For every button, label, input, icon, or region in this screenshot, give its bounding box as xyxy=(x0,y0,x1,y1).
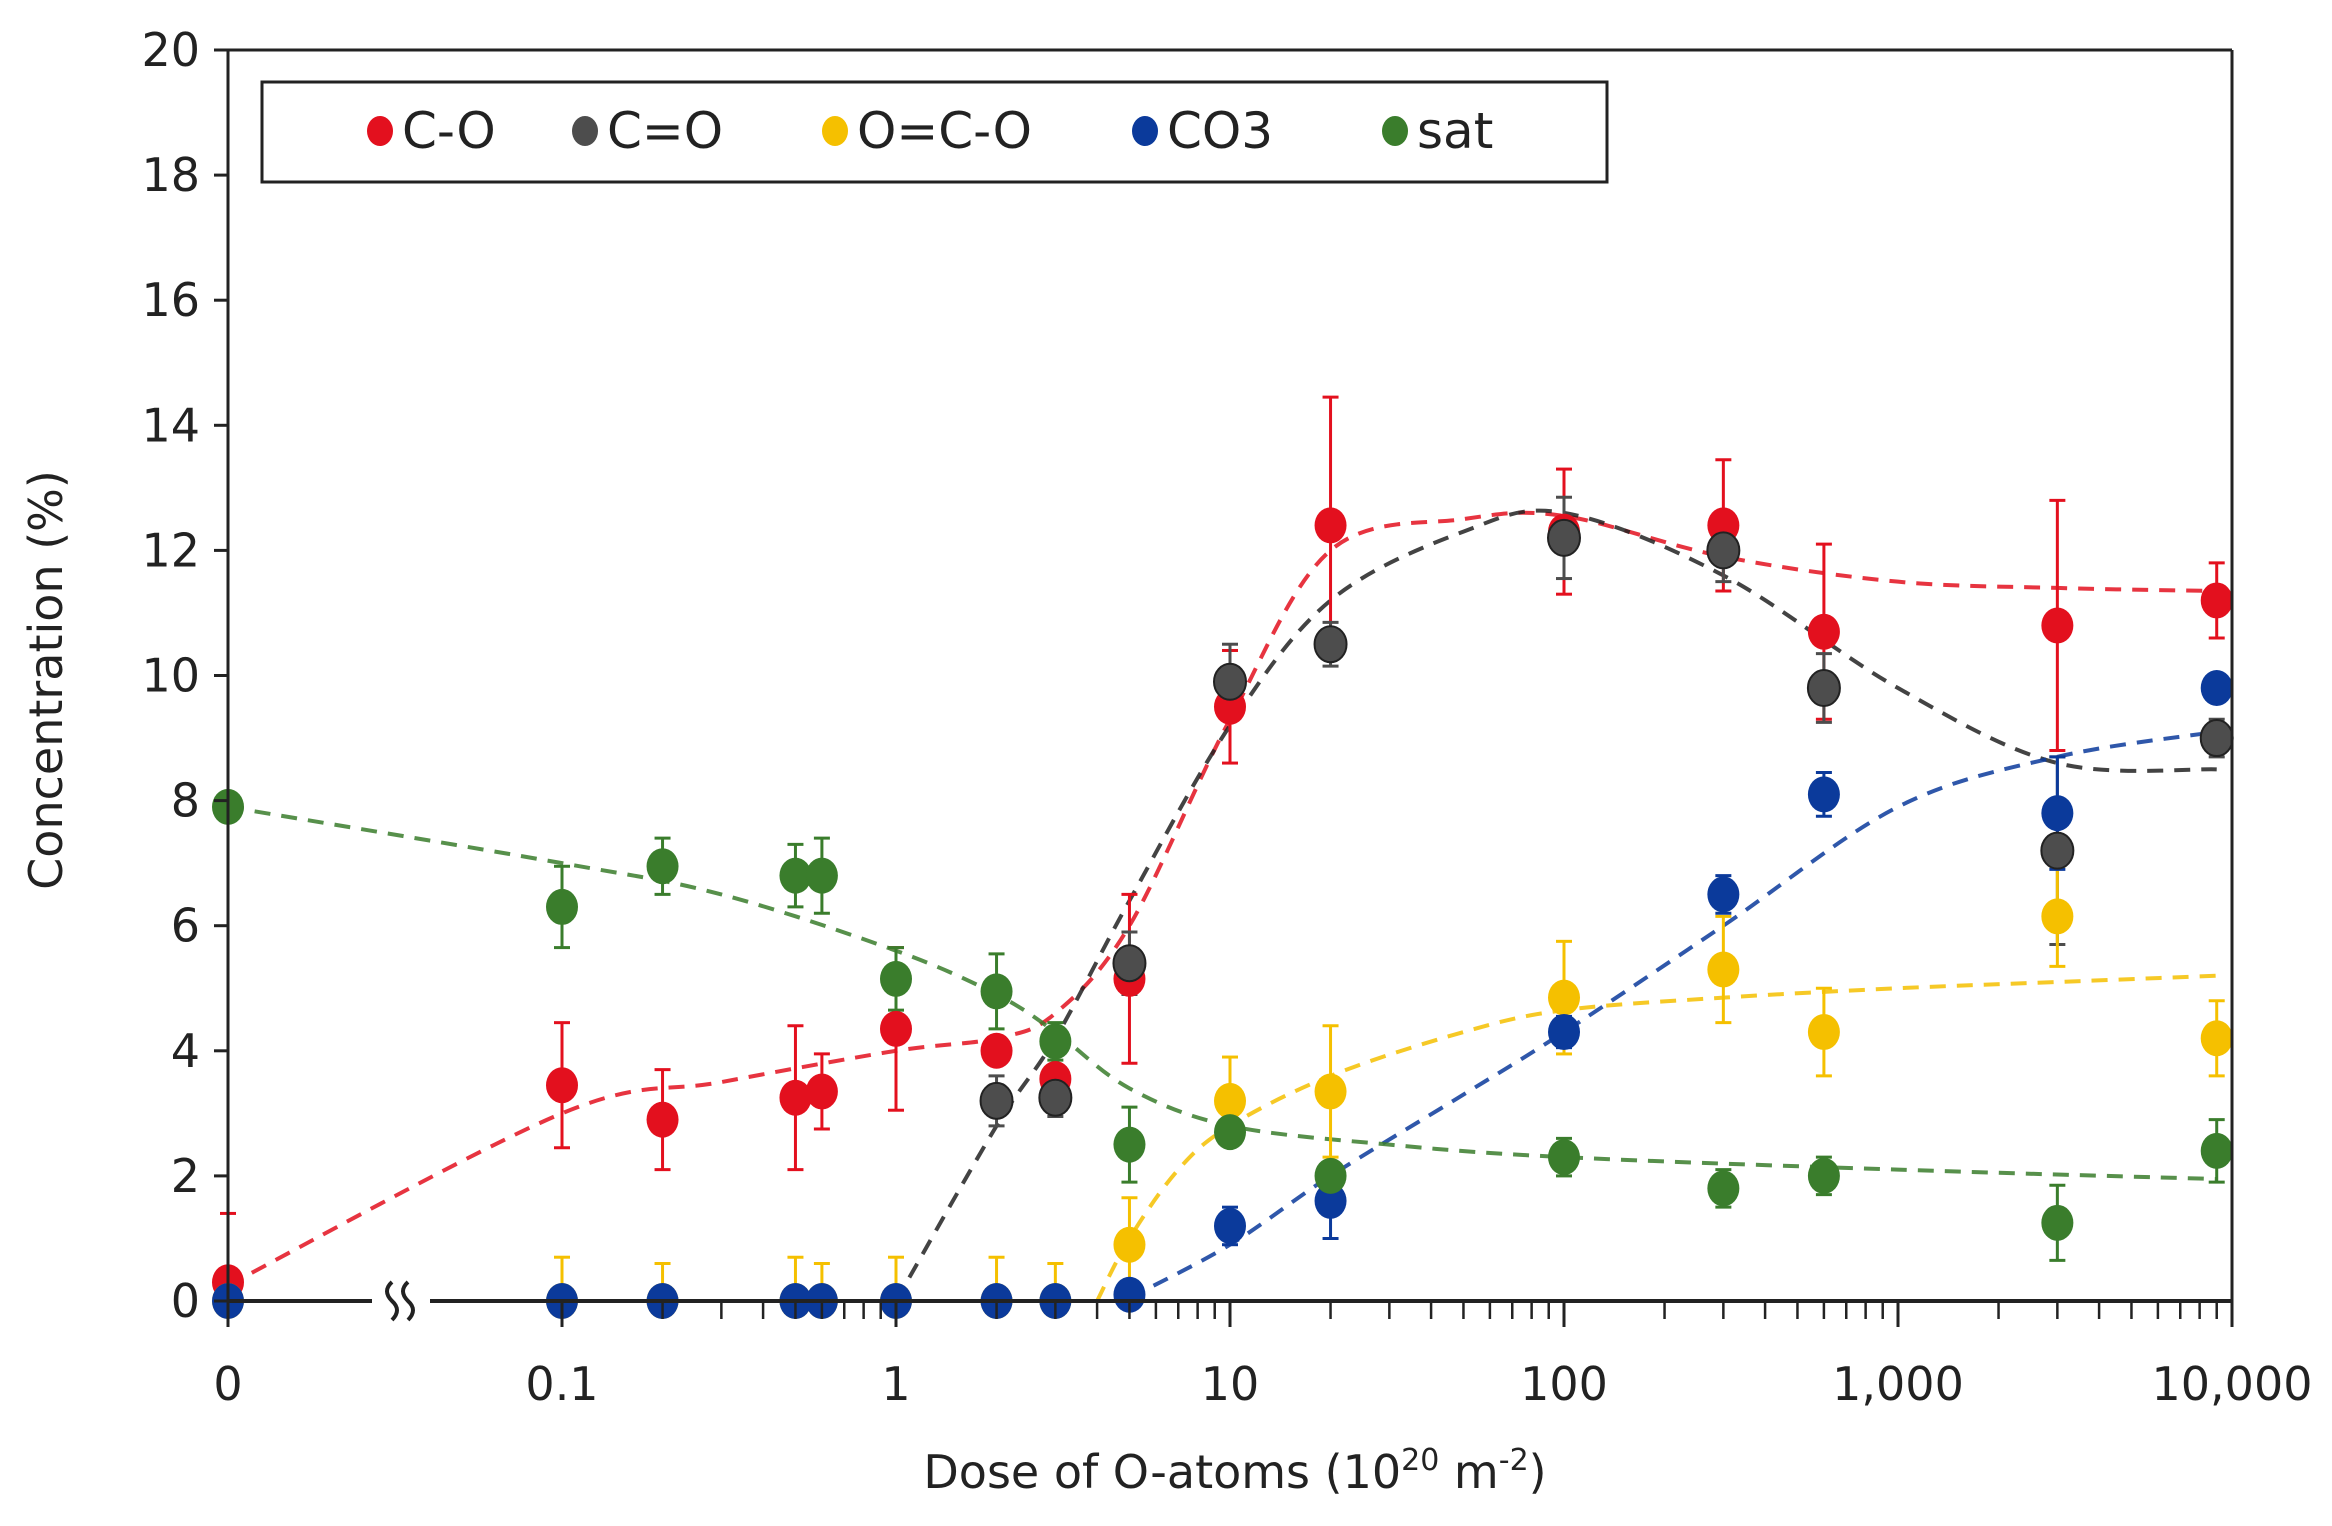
fit-line-co3 xyxy=(1128,729,2218,1300)
legend-marker-sat xyxy=(1382,116,1408,146)
data-point-sat xyxy=(1214,1114,1246,1151)
axis-break-icon xyxy=(385,1280,415,1322)
data-point-sat xyxy=(1039,1023,1072,1060)
x-tick-label: 1,000 xyxy=(1832,1357,1964,1411)
data-points xyxy=(212,507,2234,1319)
data-point-co3 xyxy=(2041,795,2074,832)
x-tick-label: 0 xyxy=(213,1357,242,1411)
data-point-c-o xyxy=(2200,582,2233,619)
data-point-sat xyxy=(805,857,838,894)
data-point-co3 xyxy=(1214,1207,1246,1244)
y-tick-label: 10 xyxy=(141,649,200,703)
legend-label-o-c-o: O=C-O xyxy=(857,102,1032,160)
data-point-sat xyxy=(646,848,679,885)
data-point-c-o xyxy=(2041,607,2074,644)
y-tick-label: 16 xyxy=(141,273,200,327)
legend: C-O C=O O=C-O CO3 sat xyxy=(260,80,1609,184)
x-tick-label: 1 xyxy=(881,1357,910,1411)
y-tick-label: 0 xyxy=(171,1274,200,1328)
legend-label-c-o: C-O xyxy=(402,102,496,160)
data-point-c-o xyxy=(979,1081,1014,1120)
data-point-c-o xyxy=(546,1067,578,1104)
legend-label-sat: sat xyxy=(1417,102,1493,160)
data-point-sat xyxy=(2041,1204,2074,1241)
data-point-co3 xyxy=(1707,876,1740,913)
y-tick-label: 4 xyxy=(171,1024,200,1078)
data-point-sat xyxy=(880,960,912,997)
data-point-c-o xyxy=(1706,531,1741,570)
x-tick-label: 100 xyxy=(1520,1357,1608,1411)
data-point-co3 xyxy=(1113,1276,1146,1313)
fit-line-c-o xyxy=(894,508,2217,1302)
data-point-sat xyxy=(779,857,812,894)
data-point-co3 xyxy=(1314,1182,1347,1219)
data-point-c-o xyxy=(1547,518,1581,557)
y-tick-label: 6 xyxy=(171,899,200,953)
data-point-co3 xyxy=(1548,1014,1580,1051)
data-point-c-o xyxy=(2199,719,2234,758)
data-point-c-o xyxy=(646,1101,679,1138)
y-tick-label: 14 xyxy=(141,398,200,452)
x-ticks: 0 0.1 1 10 100 1,000 10,000 xyxy=(213,1301,2312,1411)
data-point-c-o xyxy=(1806,669,1841,708)
data-point-sat xyxy=(546,888,578,925)
y-tick-label: 2 xyxy=(171,1149,200,1203)
x-axis-title: Dose of O-atoms (1020 m-2) xyxy=(923,1443,1546,1499)
data-point-sat xyxy=(2200,1132,2233,1169)
data-point-sat xyxy=(1707,1170,1740,1207)
y-tick-label: 8 xyxy=(171,774,200,828)
y-tick-label: 12 xyxy=(141,523,200,577)
x-tick-label: 10,000 xyxy=(2152,1357,2313,1411)
data-point-sat xyxy=(1807,1157,1840,1194)
data-point-c-o xyxy=(1112,944,1147,983)
x-axis-title-part: m xyxy=(1439,1445,1498,1499)
fit-lines xyxy=(227,508,2218,1302)
y-tick-label: 20 xyxy=(141,23,200,77)
data-point-sat xyxy=(1314,1157,1347,1194)
legend-label-c-o: C=O xyxy=(607,102,723,160)
data-point-c-o xyxy=(880,1010,912,1047)
data-point-o-c-o xyxy=(2041,898,2074,935)
data-point-c-o xyxy=(1213,662,1247,701)
data-point-c-o xyxy=(1314,507,1347,544)
data-point-sat xyxy=(1548,1139,1580,1176)
x-axis-title-sup: -2 xyxy=(1499,1443,1529,1478)
legend-marker-o-c-o xyxy=(822,116,848,146)
data-point-sat xyxy=(980,973,1013,1010)
axes xyxy=(226,48,2234,1322)
data-point-o-c-o xyxy=(1214,1082,1246,1119)
legend-label-co3: CO3 xyxy=(1167,102,1273,160)
data-point-c-o xyxy=(1807,613,1840,650)
data-point-co3 xyxy=(2200,670,2233,707)
data-point-o-c-o xyxy=(1807,1014,1840,1051)
x-tick-label: 10 xyxy=(1201,1357,1260,1411)
x-tick-label: 0.1 xyxy=(525,1357,598,1411)
data-point-sat xyxy=(1113,1126,1146,1163)
data-point-c-o xyxy=(1038,1078,1073,1117)
data-point-c-o xyxy=(779,1079,812,1116)
legend-marker-c-o xyxy=(367,116,393,146)
legend-marker-c-o xyxy=(572,116,598,146)
fit-line-c-o xyxy=(227,510,2217,1288)
data-point-c-o xyxy=(805,1073,838,1110)
data-point-o-c-o xyxy=(1314,1073,1347,1110)
data-point-co3 xyxy=(1807,776,1840,813)
data-point-o-c-o xyxy=(1707,951,1740,988)
x-axis-title-part: ) xyxy=(1529,1445,1547,1499)
y-ticks: 0 2 4 6 8 10 12 14 16 18 20 xyxy=(141,23,228,1328)
x-axis-title-part: Dose of O-atoms (10 xyxy=(923,1445,1401,1499)
error-bars xyxy=(220,395,2225,1303)
data-point-o-c-o xyxy=(1113,1226,1146,1263)
legend-marker-co3 xyxy=(1132,116,1158,146)
data-point-c-o xyxy=(1313,625,1348,664)
data-point-o-c-o xyxy=(2200,1020,2233,1057)
x-axis-title-sup: 20 xyxy=(1401,1443,1439,1478)
data-point-c-o xyxy=(980,1032,1013,1069)
data-point-c-o xyxy=(2040,831,2075,870)
data-point-o-c-o xyxy=(1548,979,1580,1016)
fit-line-o-c-o xyxy=(1095,973,2217,1302)
y-axis-title: Concentration (%) xyxy=(19,470,73,890)
y-tick-label: 18 xyxy=(141,148,200,202)
